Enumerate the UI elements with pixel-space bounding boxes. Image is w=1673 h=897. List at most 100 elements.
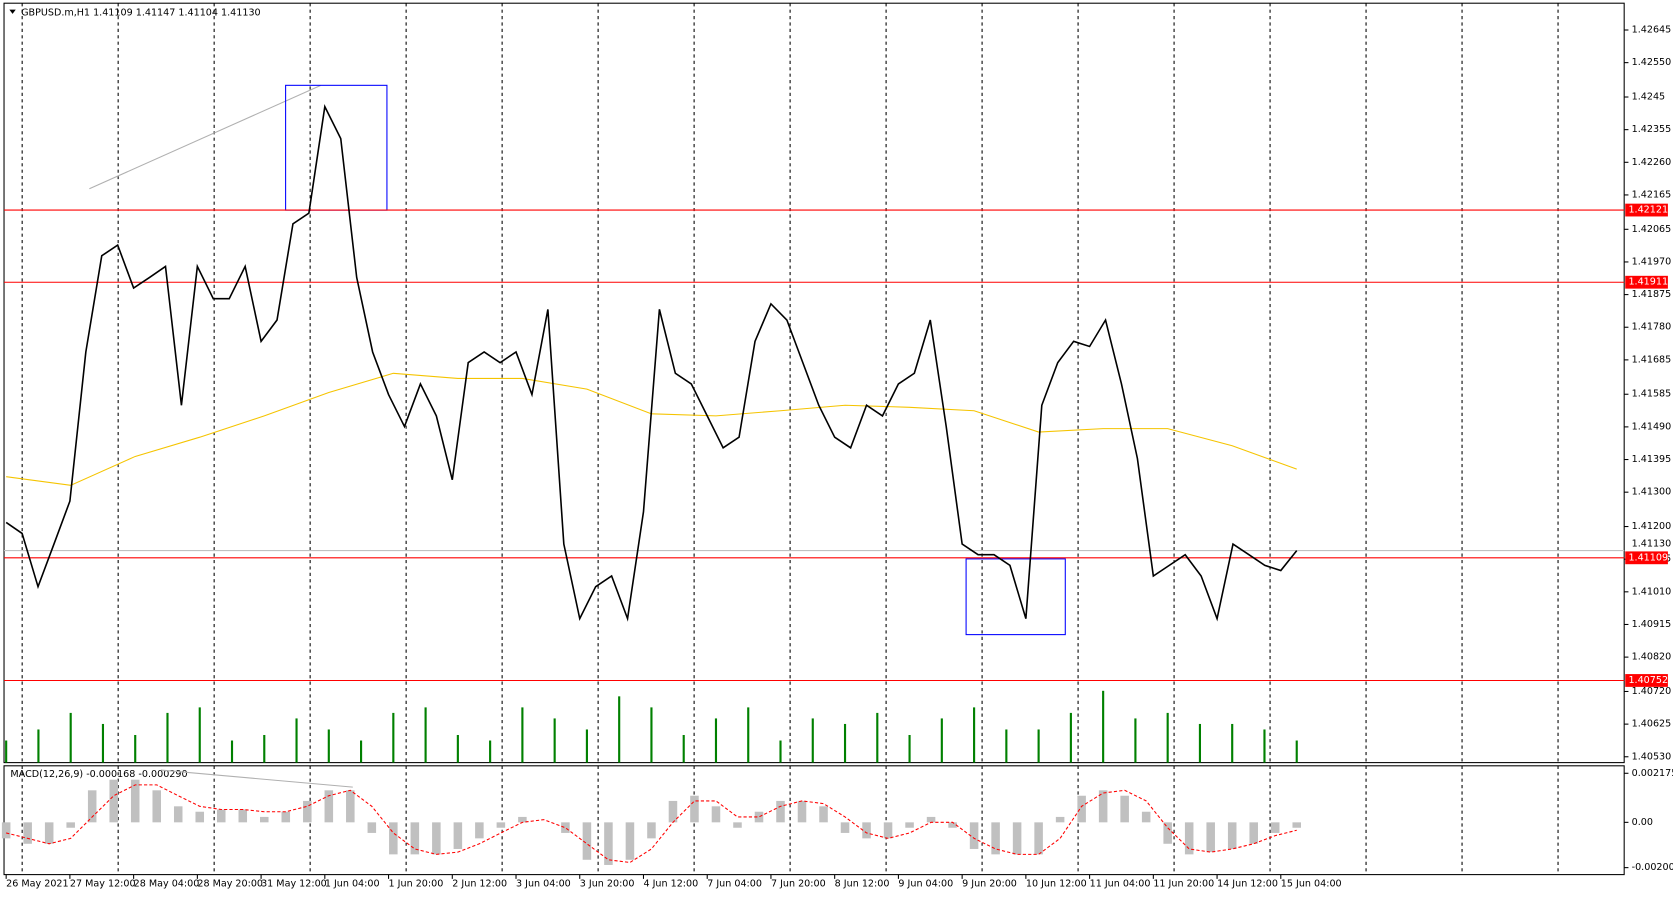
x-tick-label: 31 May 12:00 — [261, 879, 327, 890]
x-tick-label: 2 Jun 12:00 — [452, 879, 507, 890]
macd-bar — [152, 790, 161, 823]
chart-title: GBPUSD.m,H1 1.41109 1.41147 1.41104 1.41… — [21, 7, 261, 18]
macd-bar — [948, 822, 957, 828]
macd-bar — [1012, 822, 1022, 855]
volume-bar — [1102, 690, 1105, 763]
volume-bar — [198, 707, 201, 763]
y-tick-label: 1.41200 — [1632, 521, 1672, 532]
macd-bar — [625, 822, 635, 860]
x-tick-label: 4 Jun 12:00 — [643, 879, 698, 890]
macd-bar — [475, 822, 484, 839]
volume-bar — [908, 734, 911, 763]
macd-bar — [109, 779, 118, 823]
x-tick-label: 9 Jun 04:00 — [898, 879, 953, 890]
y-tick-label: 1.4245 — [1632, 92, 1666, 103]
y-tick-label: 1.40720 — [1632, 686, 1672, 697]
y-tick-label: 1.42065 — [1632, 224, 1672, 235]
macd-bar — [1, 822, 11, 839]
y-tick-label: 1.42260 — [1632, 157, 1672, 168]
y-tick-label: 1.40915 — [1632, 619, 1672, 630]
volume-bar — [166, 712, 169, 763]
menu-arrow[interactable] — [9, 9, 16, 14]
volume-bar — [521, 707, 524, 763]
y-tick-label: -0.002008 — [1632, 862, 1673, 873]
macd-bar — [840, 822, 850, 833]
macd-bar — [1055, 816, 1065, 823]
volume-bar — [553, 718, 556, 763]
x-tick-label: 11 Jun 04:00 — [1090, 879, 1151, 890]
grid — [21, 3, 1559, 875]
x-tick-label: 9 Jun 20:00 — [962, 879, 1017, 890]
macd-bar — [1141, 811, 1151, 823]
y-tick-label: 1.41685 — [1632, 354, 1672, 365]
macd-bar — [1098, 790, 1108, 823]
level-label: 1.41911 — [1628, 277, 1668, 288]
macd-title: MACD(12,26,9) -0.000168 -0.000290 — [10, 769, 187, 780]
macd-bar — [324, 790, 334, 823]
x-tick-label: 7 Jun 20:00 — [771, 879, 826, 890]
y-tick-label: 0.002175 — [1632, 768, 1673, 779]
y-tick-label: 0.00 — [1632, 817, 1653, 828]
volume-bar — [1263, 729, 1266, 763]
volume-bar — [327, 729, 330, 763]
volume-bar — [747, 707, 750, 763]
volume-bar — [456, 734, 459, 763]
y-tick-label: 1.40625 — [1632, 719, 1672, 730]
macd-trendline — [160, 769, 353, 788]
trendline — [89, 84, 322, 190]
macd-bar — [23, 822, 32, 844]
macd-bar — [281, 811, 291, 823]
y-tick-label: 1.41300 — [1632, 487, 1672, 498]
volume-bar — [682, 734, 685, 763]
macd-bar — [260, 816, 269, 823]
level-label: 1.41109 — [1628, 552, 1668, 563]
volume-bar — [1069, 712, 1072, 763]
volume-bar — [843, 723, 847, 763]
macd-bar — [44, 822, 54, 844]
macd-bar — [1077, 795, 1086, 823]
macd-bar — [130, 779, 140, 823]
macd-bar — [1270, 822, 1280, 833]
macd-bar — [1292, 822, 1301, 828]
macd-bar — [173, 806, 183, 823]
macd-bar — [432, 822, 441, 855]
macd-bar — [711, 806, 721, 823]
macd-panel — [3, 765, 1625, 876]
macd-bar — [410, 822, 420, 855]
x-tick-label: 26 May 2021 — [6, 879, 68, 890]
y-tick-label: 1.42165 — [1632, 189, 1672, 200]
zone-box — [965, 558, 1066, 636]
macd-bar — [1120, 795, 1129, 823]
volume-bar — [489, 740, 492, 763]
macd-bar — [883, 822, 893, 839]
macd-bar — [991, 822, 1000, 855]
volume-bar — [714, 718, 718, 763]
level-tag — [1625, 203, 1668, 217]
macd-bar — [776, 800, 785, 823]
macd-bar — [1249, 822, 1258, 844]
macd-bar — [87, 790, 97, 823]
x-tick-label: 15 Jun 04:00 — [1281, 879, 1342, 890]
volume-bar — [360, 740, 363, 763]
macd-bar — [819, 806, 828, 823]
macd-bar — [238, 809, 248, 823]
y-tick-label: 1.41875 — [1632, 289, 1672, 300]
volume-bar — [1231, 723, 1234, 763]
x-tick-label: 3 Jun 20:00 — [580, 879, 635, 890]
y-tick-label: 1.40820 — [1632, 652, 1672, 663]
volume-bar — [779, 740, 782, 763]
macd-bar — [367, 822, 377, 833]
y-tick-label: 1.41395 — [1632, 454, 1672, 465]
volume-bar — [5, 740, 8, 763]
x-tick-label: 28 May 04:00 — [134, 879, 200, 890]
volume-bar — [585, 729, 588, 763]
macd-bar — [346, 790, 355, 823]
x-tick-label: 1 Jun 20:00 — [389, 879, 444, 890]
macd-bar — [453, 822, 463, 849]
macd-bar — [1034, 822, 1043, 855]
volume-bar — [37, 729, 40, 763]
volume-bar — [134, 734, 137, 763]
macd-bar — [195, 811, 205, 823]
price-panel — [3, 2, 1625, 764]
